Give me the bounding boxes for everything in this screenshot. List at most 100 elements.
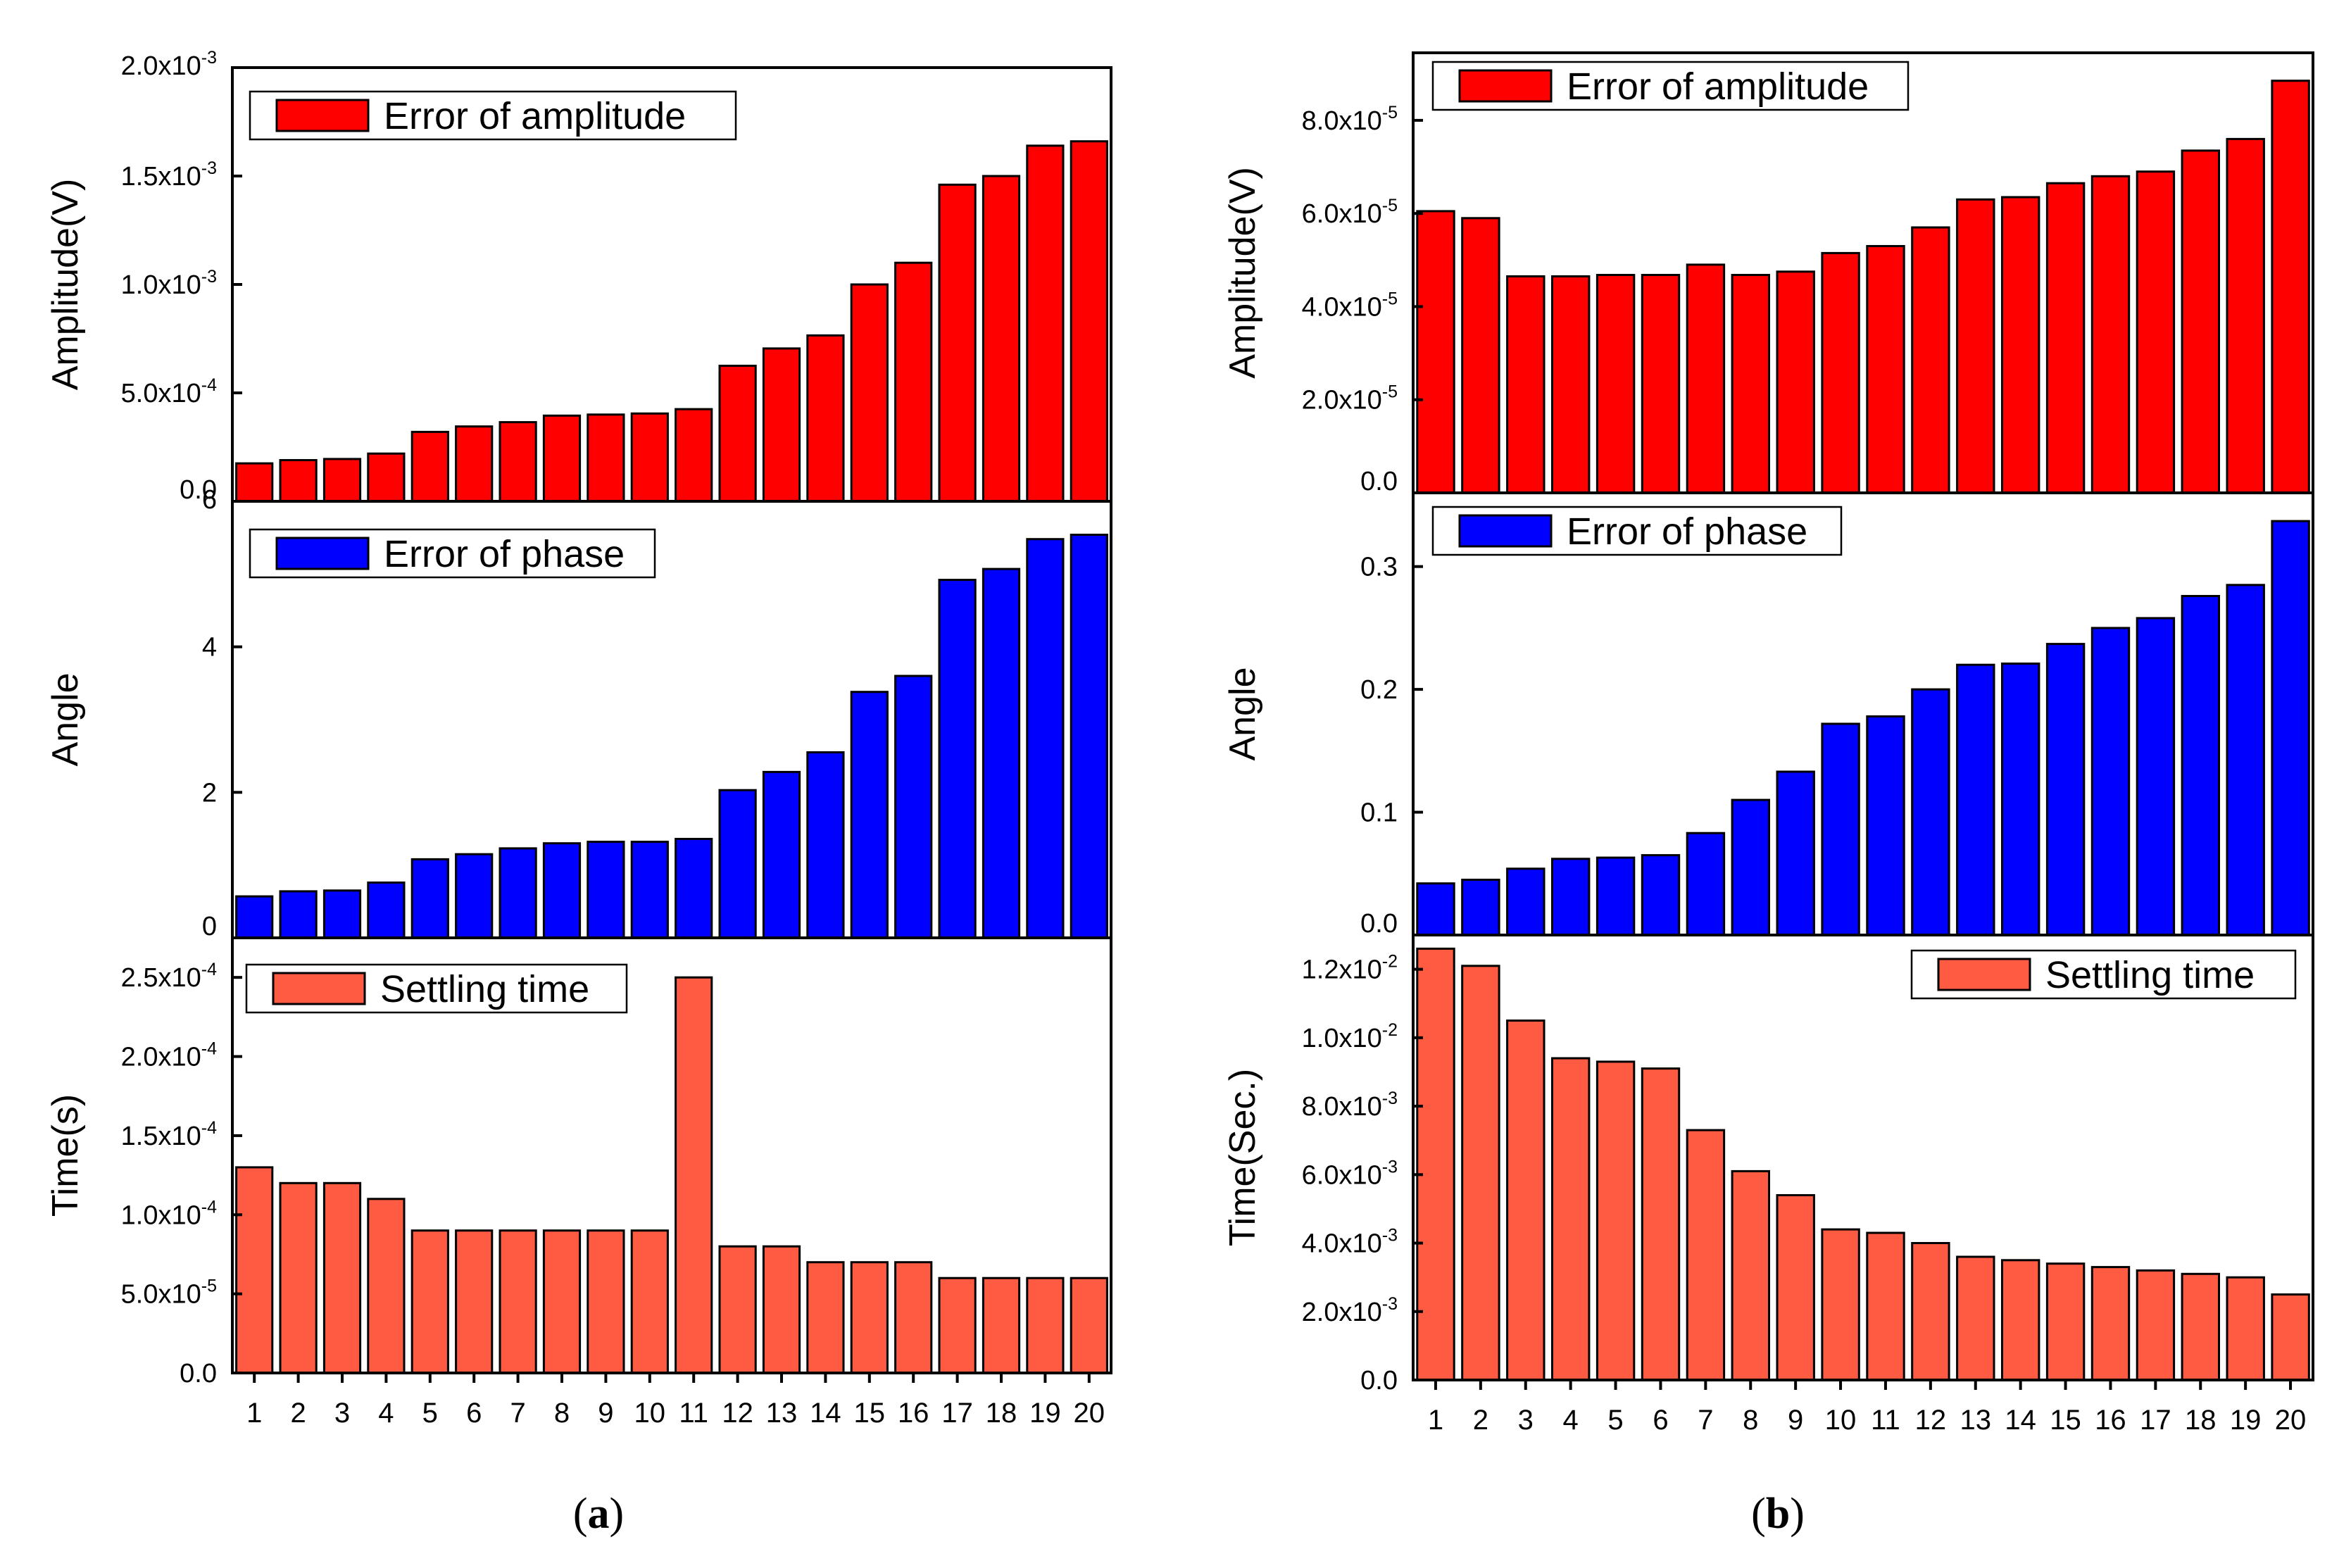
- y-tick-label-a-amplitude-2: 1.0x10-3: [121, 267, 217, 300]
- x-tick-label-a-settling-15: 15: [854, 1398, 886, 1429]
- bar-b-amplitude-19: [2226, 137, 2265, 494]
- bar-b-amplitude-10: [1821, 251, 1860, 494]
- bar-b-phase-7: [1686, 832, 1726, 936]
- bar-a-amplitude-1: [235, 462, 274, 503]
- bar-a-phase-13: [762, 770, 801, 939]
- y-axis-label-a-amplitude: Amplitude(V): [45, 179, 86, 391]
- x-tick-label-a-settling-19: 19: [1029, 1398, 1061, 1429]
- bar-b-amplitude-1: [1416, 210, 1455, 494]
- bar-b-settling-4: [1551, 1057, 1591, 1381]
- legend-label-b-phase: Error of phase: [1567, 510, 1807, 553]
- bar-a-phase-3: [322, 889, 362, 939]
- bar-a-settling-15: [850, 1261, 889, 1374]
- bar-b-amplitude-5: [1595, 274, 1636, 494]
- bar-b-amplitude-14: [2001, 196, 2040, 494]
- bar-a-amplitude-8: [542, 414, 582, 503]
- bar-b-amplitude-3: [1506, 275, 1546, 494]
- bar-b-amplitude-12: [1911, 226, 1950, 494]
- bar-b-settling-2: [1461, 965, 1500, 1381]
- bar-a-phase-4: [367, 882, 406, 939]
- y-tick-label-a-settling-0: 0.0: [180, 1359, 217, 1388]
- x-tick-label-b-settling-13: 13: [1960, 1405, 1992, 1436]
- bar-b-phase-6: [1641, 854, 1681, 936]
- bar-b-phase-13: [1956, 663, 1995, 936]
- bar-a-amplitude-18: [982, 175, 1021, 503]
- y-tick-label-b-amplitude-4: 8.0x10-5: [1302, 103, 1398, 136]
- y-tick-label-b-phase-0: 0.0: [1360, 909, 1398, 939]
- legend-swatch-a-amplitude: [275, 99, 370, 132]
- legend-label-a-settling: Settling time: [380, 968, 589, 1010]
- x-tick-label-b-settling-1: 1: [1428, 1405, 1443, 1436]
- y-tick-label-a-settling-3: 1.5x10-4: [121, 1118, 217, 1151]
- bar-a-amplitude-10: [630, 412, 669, 503]
- x-tick-label-a-settling-11: 11: [679, 1398, 708, 1429]
- bar-b-settling-13: [1956, 1255, 1995, 1381]
- legend-label-a-amplitude: Error of amplitude: [384, 95, 686, 137]
- bar-b-amplitude-15: [2045, 182, 2086, 494]
- bar-b-phase-19: [2226, 584, 2265, 936]
- y-tick-label-a-phase-1: 2: [202, 778, 217, 808]
- bar-a-settling-13: [762, 1245, 801, 1374]
- y-axis-label-b-amplitude: Amplitude(V): [1222, 167, 1263, 379]
- bar-a-amplitude-17: [938, 183, 977, 503]
- x-tick-label-a-settling-1: 1: [246, 1398, 262, 1429]
- bar-a-phase-17: [938, 579, 977, 939]
- bar-a-phase-1: [235, 895, 274, 939]
- bar-b-settling-11: [1866, 1231, 1905, 1381]
- bar-b-amplitude-8: [1731, 274, 1771, 494]
- bar-b-amplitude-6: [1641, 274, 1681, 494]
- charts-layer: 0.0 5.0x10-4 1.0x10-3 1.5x10-3 2.0x10-3 Ampli…: [45, 48, 2314, 1436]
- bar-a-amplitude-14: [806, 334, 845, 503]
- x-tick-label-a-settling-14: 14: [810, 1398, 841, 1429]
- x-tick-label-b-settling-14: 14: [2005, 1405, 2036, 1436]
- y-tick-label-b-phase-1: 0.1: [1360, 798, 1398, 828]
- x-tick-label-b-settling-11: 11: [1871, 1405, 1900, 1436]
- x-tick-label-a-settling-5: 5: [422, 1398, 438, 1429]
- bar-b-phase-2: [1461, 879, 1500, 936]
- bar-a-phase-12: [718, 789, 757, 939]
- chart-b-amplitude: 0.0 2.0x10-5 4.0x10-5 6.0x10-5 8.0x10-5 Ampli…: [1222, 51, 2314, 496]
- x-tick-label-b-settling-15: 15: [2050, 1405, 2081, 1436]
- bar-b-settling-1: [1416, 947, 1455, 1381]
- bar-a-settling-2: [279, 1181, 318, 1374]
- chart-b-settling: 0.0 2.0x10-3 4.0x10-3 6.0x10-3 8.0x10-3 1.0x1…: [1222, 934, 2314, 1436]
- bar-a-phase-19: [1026, 538, 1065, 939]
- x-tick-label-b-settling-7: 7: [1698, 1405, 1713, 1436]
- bar-b-phase-8: [1731, 798, 1771, 936]
- bar-a-phase-10: [630, 841, 669, 939]
- bar-a-settling-18: [982, 1277, 1021, 1374]
- bar-a-amplitude-11: [675, 408, 713, 503]
- bar-a-amplitude-7: [499, 421, 537, 503]
- bar-a-settling-14: [806, 1261, 845, 1374]
- y-tick-label-a-amplitude-4: 2.0x10-3: [121, 48, 217, 81]
- legend-label-b-amplitude: Error of amplitude: [1567, 65, 1869, 108]
- bar-b-amplitude-13: [1956, 198, 1995, 494]
- bar-b-settling-12: [1911, 1242, 1950, 1381]
- bar-b-phase-12: [1911, 688, 1950, 936]
- x-tick-label-a-settling-16: 16: [898, 1398, 929, 1429]
- bar-a-settling-4: [367, 1198, 406, 1374]
- x-tick-label-b-settling-4: 4: [1563, 1405, 1579, 1436]
- y-tick-label-b-amplitude-2: 4.0x10-5: [1302, 289, 1398, 322]
- x-tick-label-b-settling-8: 8: [1743, 1405, 1758, 1436]
- bar-a-phase-8: [542, 842, 582, 939]
- plot-frame-b-phase: [1412, 491, 2314, 936]
- bar-a-amplitude-12: [718, 365, 757, 503]
- y-tick-label-b-amplitude-3: 6.0x10-5: [1302, 196, 1398, 229]
- bar-b-phase-1: [1416, 882, 1455, 936]
- x-tick-label-a-settling-6: 6: [466, 1398, 482, 1429]
- bar-a-amplitude-5: [410, 430, 449, 503]
- x-tick-label-b-settling-10: 10: [1825, 1405, 1857, 1436]
- bar-b-settling-16: [2090, 1266, 2131, 1381]
- bar-a-settling-9: [587, 1229, 625, 1374]
- bar-a-amplitude-15: [850, 283, 889, 503]
- bar-a-phase-9: [587, 841, 625, 939]
- y-tick-label-b-amplitude-1: 2.0x10-5: [1302, 382, 1398, 415]
- bar-a-phase-5: [410, 858, 449, 939]
- legend-label-a-phase: Error of phase: [384, 533, 625, 575]
- y-tick-label-b-settling-3: 6.0x10-3: [1302, 1157, 1398, 1190]
- y-tick-label-a-settling-1: 5.0x10-5: [121, 1277, 217, 1310]
- bar-a-amplitude-4: [367, 452, 406, 503]
- bar-b-phase-17: [2136, 617, 2176, 936]
